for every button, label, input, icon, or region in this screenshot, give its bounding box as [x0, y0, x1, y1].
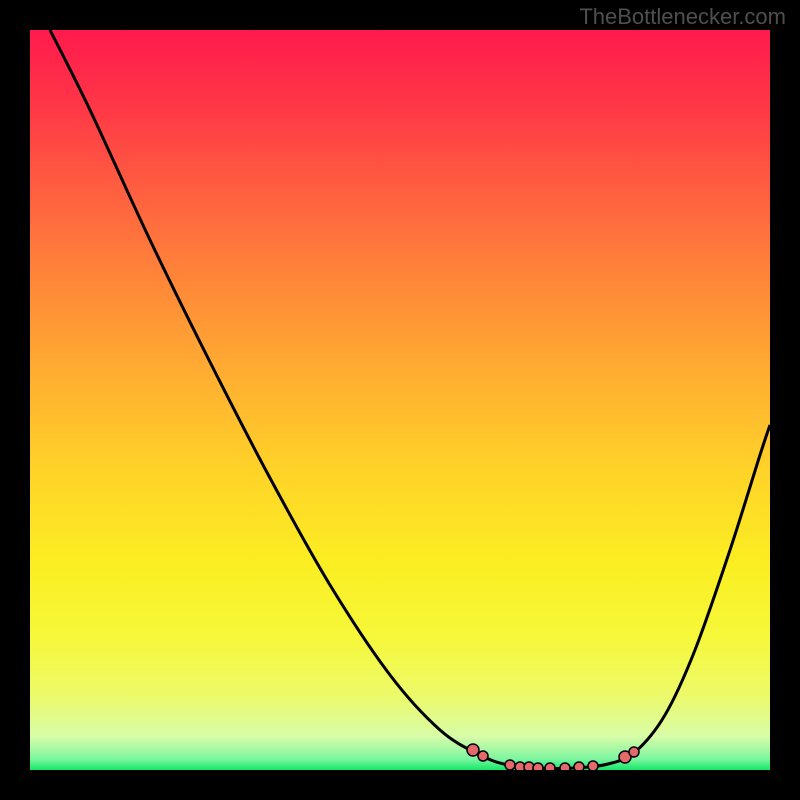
- bottleneck-curve: [30, 30, 770, 770]
- plot-area: [30, 30, 770, 770]
- curve-marker: [467, 744, 479, 756]
- curve-marker: [545, 763, 555, 770]
- curve-marker: [629, 747, 639, 757]
- curve-marker: [505, 760, 515, 770]
- curve-marker: [574, 762, 584, 770]
- curve-marker: [478, 751, 488, 761]
- watermark-text: TheBottlenecker.com: [579, 4, 786, 30]
- curve-marker: [533, 763, 543, 770]
- curve-marker: [588, 761, 598, 770]
- curve-marker: [560, 763, 570, 770]
